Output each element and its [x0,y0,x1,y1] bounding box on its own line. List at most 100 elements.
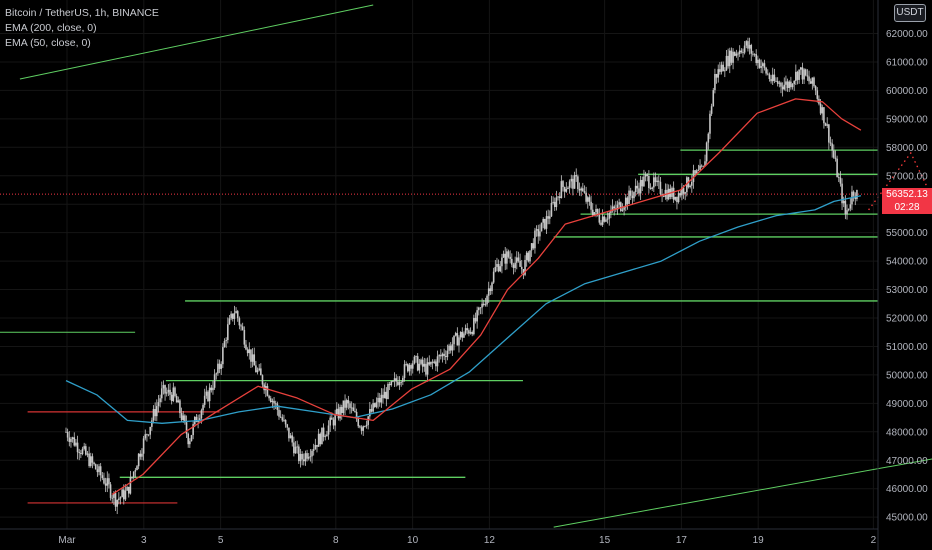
candle-body [679,193,682,196]
candle-body [798,69,800,80]
candle-body [274,403,277,405]
candle-body [733,51,736,56]
candle-body [631,195,634,199]
candle-body [580,188,582,191]
candle-body [340,407,343,413]
candle-body [646,174,649,177]
candle-body [585,192,587,202]
candle-body [397,381,399,385]
candle-body [742,52,744,53]
candle-body [213,374,216,388]
candle-body [261,375,264,385]
candle-body [695,170,698,174]
candle-body [231,313,234,319]
candle-body [525,252,528,261]
price-tick-label: 52000.00 [886,314,928,325]
candle-body [405,364,407,365]
candle-body [841,183,843,204]
candle-body [420,359,422,364]
candle-body [146,434,148,436]
currency-badge[interactable]: USDT [894,4,926,22]
candle-body [616,204,619,210]
candle-body [724,70,726,72]
candle-body [748,44,751,49]
candle-body [129,477,132,494]
candle-body [699,165,701,170]
candle-body [83,446,85,449]
price-tick-label: 51000.00 [886,342,928,353]
candle-body [426,362,429,375]
candle-body [572,178,574,189]
candle-body [388,384,391,386]
candle-body [755,54,758,64]
candle-body [334,414,336,426]
candle-body [489,288,492,292]
candle-body [326,434,328,437]
candle-body [753,53,756,55]
candle-body [258,368,260,371]
candle-body [824,123,827,126]
candle-body [494,266,497,272]
candle-body [707,133,710,143]
candle-body [482,303,485,305]
candle-body [66,431,69,438]
candle-body [109,484,112,498]
candle-body [507,251,510,257]
candle-body [134,470,137,472]
candle-body [745,41,748,46]
candle-body [562,181,564,188]
time-axis[interactable]: Mar 3 5 8 10 12 15 17 19 2 [0,528,878,546]
candle-body [524,260,526,275]
time-tick-label: Mar [58,535,76,546]
candle-body [813,77,815,87]
ema50-legend[interactable]: EMA (50, close, 0) [5,37,91,49]
candle-body [218,363,221,369]
candle-body [491,282,493,292]
candle-body [448,345,450,351]
candle-body [651,187,653,189]
candle-body [648,176,650,188]
candle-body [190,435,193,442]
candle-body [694,170,696,174]
candle-body [743,45,746,53]
candle-body [785,81,787,85]
time-tick-label: 17 [676,535,688,546]
candle-body [712,90,715,107]
candle-body [728,50,731,67]
candle-body [160,388,163,399]
candle-body [430,361,432,365]
candle-body [435,361,437,367]
candle-body [752,53,754,55]
candle-body [515,257,518,263]
candle-body [93,462,95,465]
candle-body [347,400,350,404]
candle-body [208,387,211,402]
candle-body [139,453,142,457]
symbol-title[interactable]: Bitcoin / TetherUS, 1h, BINANCE [5,7,159,19]
time-tick-label: 3 [141,535,147,546]
candle-body [719,69,721,72]
time-tick-label: 19 [753,535,765,546]
candle-body [558,196,561,199]
ema50-line [111,98,862,495]
candle-body [834,157,837,159]
candle-body [596,208,599,215]
candle-body [664,189,667,197]
price-axis[interactable]: 45000.00 46000.00 47000.00 48000.00 49000.00… [877,0,928,550]
candle-body [730,50,733,63]
ema200-legend[interactable]: EMA (200, close, 0) [5,22,97,34]
candle-body [674,196,677,200]
candle-body [717,69,720,78]
candle-body [281,417,284,421]
candle-body [788,81,791,88]
candle-body [126,486,128,491]
candle-body [575,175,578,177]
candle-body [791,84,794,88]
candle-body [240,325,242,327]
candle-body [167,389,170,393]
candle-body [826,124,829,126]
candle-body [471,331,473,335]
candle-body [236,311,239,319]
candle-body [373,403,376,407]
